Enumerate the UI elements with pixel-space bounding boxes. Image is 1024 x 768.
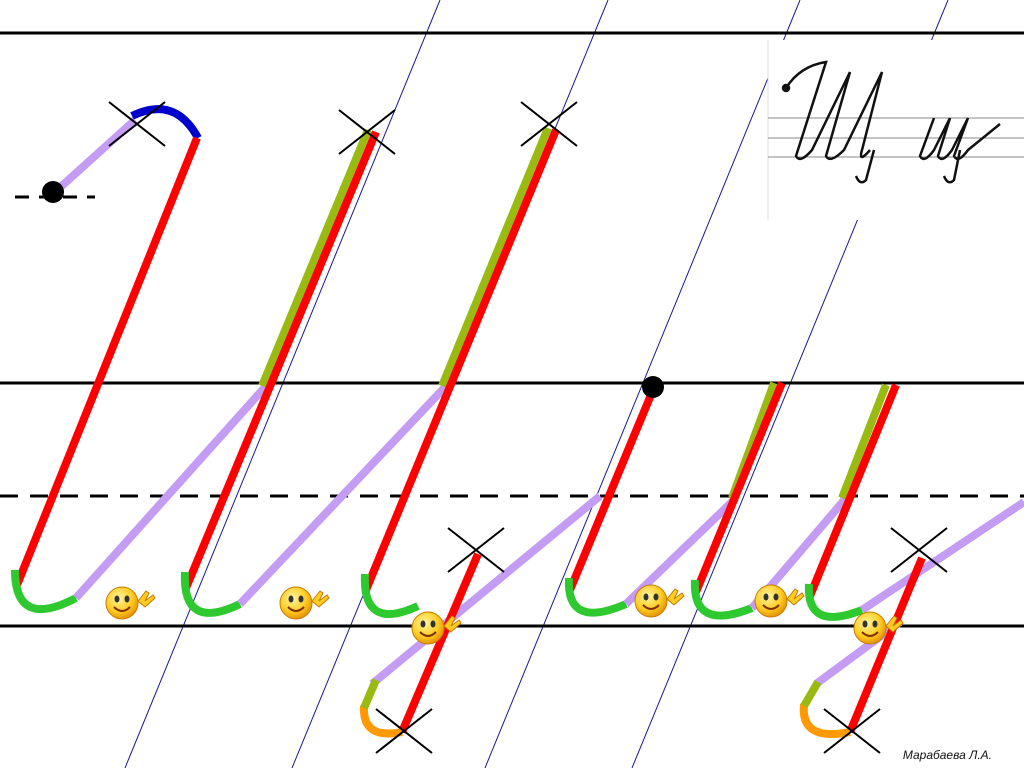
author-credit: Марабаева Л.А. (902, 748, 992, 762)
start-dot (42, 181, 64, 203)
start-dot (642, 376, 664, 398)
capital-letter (11, 105, 603, 738)
sample-image (767, 40, 1024, 220)
smileys (105, 584, 904, 645)
small-letter (564, 381, 1024, 739)
